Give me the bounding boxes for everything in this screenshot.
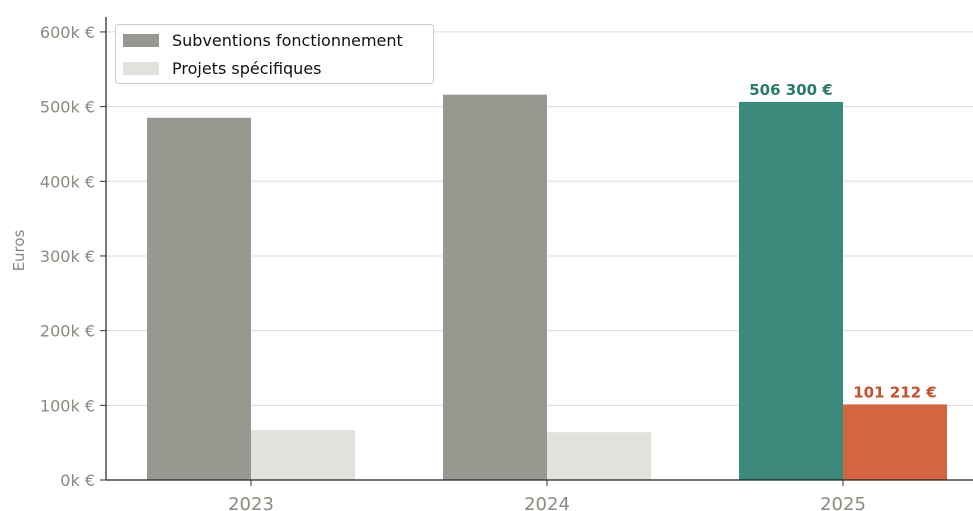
x-tick-label: 2023: [228, 494, 274, 511]
legend-label: Subventions fonctionnement: [172, 31, 403, 50]
bar-projets-2024: [547, 432, 651, 480]
y-axis-title: Euros: [10, 229, 28, 271]
legend-swatch: [123, 62, 159, 75]
y-tick-label: 100k €: [40, 396, 95, 415]
y-tick-label: 400k €: [40, 172, 95, 191]
y-tick-label: 300k €: [40, 247, 95, 266]
bar-projets-2025: [843, 404, 947, 480]
bar-subventions-2025: [739, 101, 843, 480]
bar-projets-2023: [251, 429, 355, 480]
legend-box: [115, 24, 434, 84]
x-tick-label: 2024: [524, 494, 570, 511]
y-tick-label: 0k €: [60, 471, 95, 490]
x-tick-label: 2025: [820, 494, 866, 511]
y-tick-label: 200k €: [40, 322, 95, 341]
y-tick-label: 500k €: [40, 98, 95, 117]
y-tick-label: 600k €: [40, 23, 95, 42]
data-label: 506 300 €: [749, 81, 833, 99]
legend-swatch: [123, 34, 159, 47]
data-label: 101 212 €: [853, 383, 937, 401]
bar-subventions-2024: [443, 94, 547, 480]
legend-label: Projets spécifiques: [172, 59, 322, 78]
bar-subventions-2023: [147, 117, 251, 480]
